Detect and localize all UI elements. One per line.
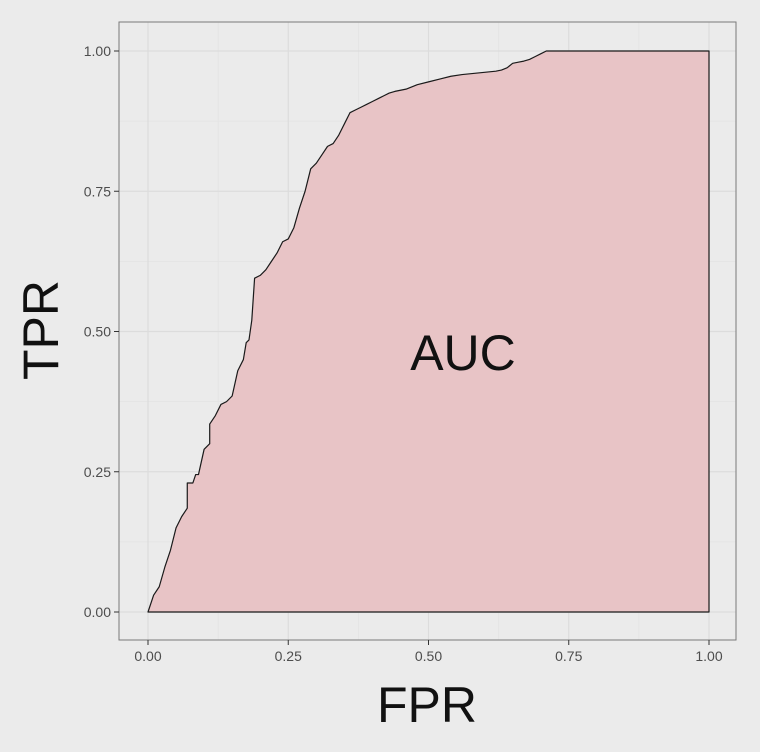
y-axis-ticks: 0.00 0.25 0.50 0.75 1.00 [84,43,119,620]
auc-annotation: AUC [410,325,516,381]
y-tick-label: 0.50 [84,324,111,340]
x-tick-label: 0.75 [555,648,582,664]
y-tick-label: 0.75 [84,183,111,199]
x-tick-label: 0.25 [275,648,302,664]
x-tick-label: 0.50 [415,648,442,664]
y-tick-label: 1.00 [84,43,111,59]
auc-area [147,50,710,613]
x-axis-title: FPR [377,677,477,733]
x-axis-ticks: 0.00 0.25 0.50 0.75 1.00 [134,640,723,664]
x-tick-label: 0.00 [134,648,161,664]
x-tick-label: 1.00 [695,648,722,664]
y-axis-title: TPR [13,280,69,380]
y-tick-label: 0.25 [84,464,111,480]
area-layer [147,50,710,613]
y-tick-label: 0.00 [84,604,111,620]
